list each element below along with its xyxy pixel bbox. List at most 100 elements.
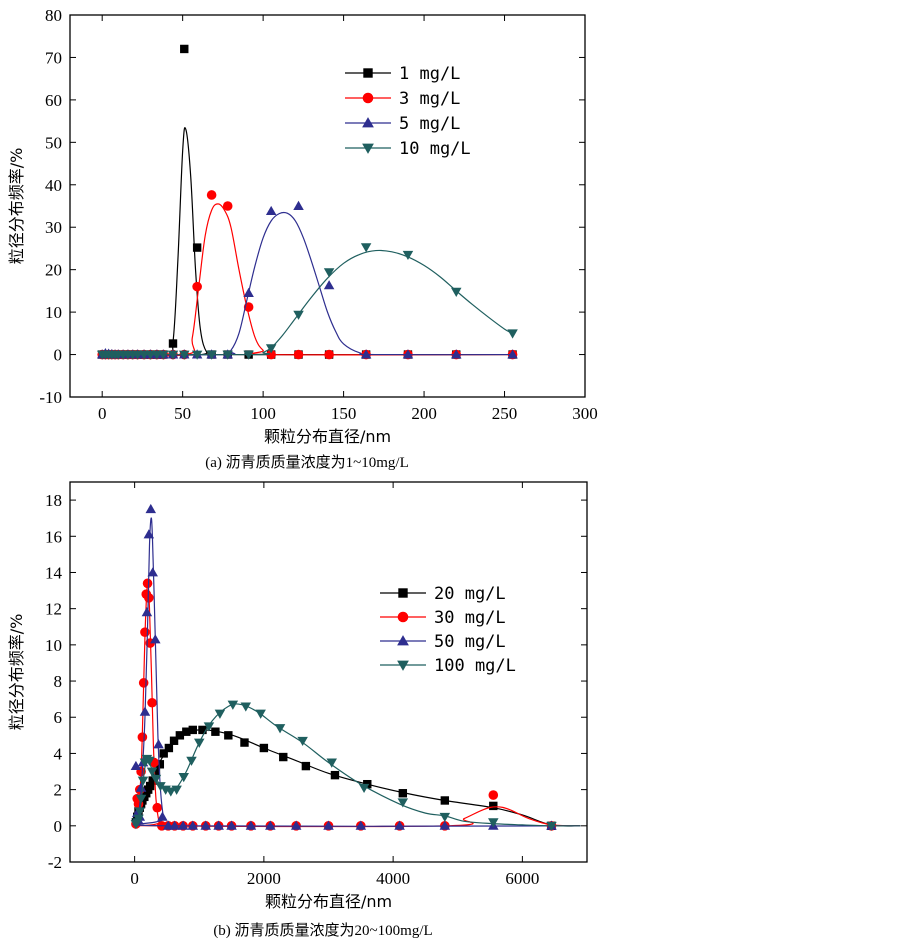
- data-point: [164, 743, 174, 753]
- data-point: [451, 287, 462, 297]
- data-point: [259, 743, 269, 753]
- data-point: [187, 820, 199, 830]
- data-point: [165, 787, 177, 797]
- data-point: [198, 725, 207, 735]
- data-point: [394, 820, 405, 830]
- y-tick-label: 80: [45, 6, 62, 25]
- data-point: [402, 250, 414, 261]
- x-tick-label: 100: [250, 404, 276, 423]
- legend-label: 20 mg/L: [434, 584, 506, 604]
- data-point: [169, 820, 180, 830]
- data-point: [180, 44, 189, 54]
- chart-a: 0 50 100 150 200 250 300 -10 0 10 20 30 40 50 60 70 80 颗粒…: [7, 6, 598, 471]
- series-line: [102, 203, 513, 357]
- legend-marker: [398, 588, 408, 598]
- data-point: [213, 820, 224, 830]
- legend-label: 100 mg/L: [434, 656, 516, 676]
- data-point: [159, 749, 168, 758]
- data-point: [155, 782, 166, 792]
- data-point: [293, 310, 304, 320]
- data-point: [355, 820, 367, 830]
- data-point: [546, 821, 557, 832]
- x-tick-label: 0: [98, 404, 107, 423]
- data-point: [240, 702, 252, 712]
- y-tick-label: 8: [54, 672, 63, 691]
- series-line: [102, 211, 513, 356]
- legend-entry: 3 mg/L: [345, 89, 460, 109]
- legend: 1 mg/L 3 mg/L 5 mg/L 10 mg/L: [345, 64, 471, 159]
- data-point: [138, 678, 149, 688]
- x-tick-label: 50: [174, 404, 191, 423]
- y-tick-label: -10: [39, 388, 62, 407]
- data-point: [398, 789, 408, 798]
- figure-caption: (b) 沥青质质量浓度为20~100mg/L: [213, 922, 432, 939]
- x-tick-label: 6000: [505, 869, 539, 888]
- data-point: [146, 767, 158, 777]
- y-tick-label: 16: [45, 527, 62, 546]
- y-tick-label: -2: [48, 853, 62, 872]
- data-point: [206, 190, 217, 200]
- y-tick-label: 50: [45, 133, 62, 152]
- x-tick-label: 150: [331, 404, 357, 423]
- series-line: [134, 703, 581, 827]
- x-tick-label: 4000: [376, 869, 410, 888]
- data-point: [139, 706, 151, 716]
- series-line: [134, 582, 581, 828]
- plot-frame: [69, 481, 588, 863]
- data-point: [144, 756, 155, 766]
- data-point: [178, 773, 189, 783]
- y-tick-label: 10: [45, 303, 62, 322]
- chart-b: 0 2000 4000 6000 -2 0 2 4 6 8 10 12 14 16 18 颗粒分布直径/nm 粒…: [7, 481, 588, 939]
- y-tick-label: 60: [45, 91, 62, 110]
- data-point: [168, 339, 178, 348]
- data-point: [265, 344, 277, 354]
- y-tick-label: 10: [45, 636, 62, 655]
- data-point: [274, 724, 286, 734]
- data-point: [143, 529, 155, 539]
- y-axis-title: 粒径分布频率/%: [7, 614, 26, 731]
- y-tick-label: 0: [54, 817, 63, 836]
- data-point: [137, 732, 148, 742]
- data-point: [135, 794, 147, 804]
- legend-marker: [362, 117, 374, 128]
- data-point: [266, 349, 276, 360]
- data-point: [451, 349, 462, 359]
- data-point: [167, 350, 179, 360]
- data-point: [150, 774, 162, 785]
- data-point: [358, 783, 370, 794]
- data-point: [169, 736, 179, 745]
- x-tick-label: 200: [411, 404, 437, 423]
- data-point: [402, 349, 414, 359]
- legend: 20 mg/L 30 mg/L 50 mg/L 100 mg/L: [380, 584, 516, 676]
- data-point: [135, 782, 147, 792]
- data-point: [147, 567, 158, 577]
- data-point: [137, 776, 149, 786]
- series-line: [102, 127, 513, 357]
- y-tick-label: 70: [45, 48, 62, 67]
- data-point: [214, 709, 226, 719]
- data-point: [141, 607, 153, 617]
- series-3-mg-L: [97, 190, 518, 360]
- series-100-mg-L: [130, 700, 581, 832]
- data-point: [152, 802, 163, 813]
- legend-marker: [397, 611, 409, 623]
- legend-label: 50 mg/L: [434, 632, 506, 652]
- plot-frame: [69, 14, 586, 398]
- series-5-mg-L: [96, 200, 518, 359]
- y-tick-label: 30: [45, 218, 62, 237]
- y-tick-label: 20: [45, 261, 62, 280]
- y-tick-label: 18: [45, 491, 62, 510]
- legend-label: 5 mg/L: [399, 114, 460, 134]
- data-point: [243, 350, 254, 360]
- data-point: [293, 200, 304, 210]
- data-point: [150, 634, 161, 644]
- data-point: [203, 722, 215, 732]
- data-point: [293, 349, 304, 360]
- data-point: [324, 349, 334, 360]
- data-point: [224, 731, 233, 740]
- data-point: [140, 627, 150, 637]
- legend-marker: [363, 68, 373, 78]
- data-point: [323, 820, 334, 830]
- data-point: [179, 350, 190, 360]
